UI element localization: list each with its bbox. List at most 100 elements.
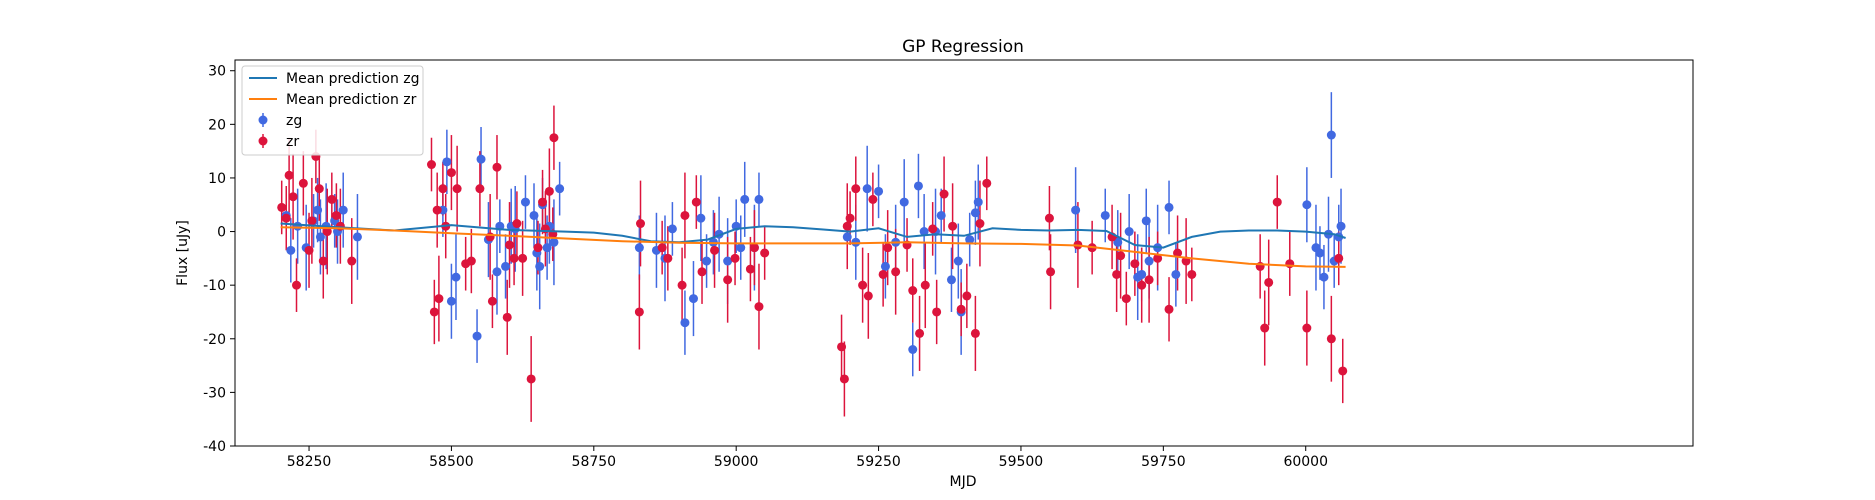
point-zg xyxy=(880,261,890,271)
point-zr xyxy=(939,189,949,199)
point-zr xyxy=(1144,275,1154,285)
point-zr xyxy=(858,280,868,290)
point-zr xyxy=(863,291,873,301)
point-zr xyxy=(1121,294,1131,304)
point-zg xyxy=(913,181,923,191)
point-zr xyxy=(347,256,357,266)
point-zr xyxy=(327,194,337,204)
point-zr xyxy=(920,280,930,290)
point-zr xyxy=(281,213,291,223)
point-zr xyxy=(891,267,901,277)
mean-line-zr xyxy=(280,226,1346,268)
point-zg xyxy=(953,256,963,266)
point-zg xyxy=(492,267,502,277)
y-axis-label: Flux [uJy] xyxy=(175,220,191,286)
point-zr xyxy=(663,253,673,263)
point-zr xyxy=(956,304,966,314)
point-zg xyxy=(338,205,348,215)
legend-swatch-zg-marker xyxy=(258,115,268,125)
point-zr xyxy=(1187,269,1197,279)
point-zr xyxy=(492,162,502,172)
point-zr xyxy=(837,342,847,352)
point-zr xyxy=(544,186,554,196)
point-zr xyxy=(948,221,958,231)
point-zr xyxy=(1116,251,1126,261)
legend-box xyxy=(241,65,424,156)
point-zr xyxy=(1046,267,1056,277)
point-zg xyxy=(736,243,746,253)
point-zg xyxy=(908,345,918,354)
x-tick-label: 59750 xyxy=(1141,454,1186,470)
point-zg xyxy=(919,227,929,237)
point-zr xyxy=(883,243,893,253)
point-zr xyxy=(723,275,733,285)
point-zr xyxy=(432,205,442,215)
point-zr xyxy=(277,202,287,212)
point-zg xyxy=(549,237,559,247)
point-zr xyxy=(452,184,462,194)
y-tick-label: 10 xyxy=(208,171,226,187)
point-zr xyxy=(1334,253,1344,263)
y-tick-label: -40 xyxy=(203,439,226,455)
point-zr xyxy=(1285,259,1295,269)
legend-swatch-zr-marker xyxy=(258,136,268,146)
point-zr xyxy=(505,240,515,250)
point-zr xyxy=(842,221,852,231)
point-zr xyxy=(438,184,448,194)
point-zg xyxy=(936,210,946,220)
point-zr xyxy=(1130,259,1140,269)
x-axis-label: MJD xyxy=(950,474,977,490)
point-zr xyxy=(754,302,764,312)
y-axis: -40 -30 -20 -10 0 10 20 30 xyxy=(203,64,235,455)
point-zr xyxy=(304,245,314,255)
point-zr xyxy=(745,264,755,274)
point-zr xyxy=(915,328,925,338)
point-zr xyxy=(1173,248,1183,258)
x-tick-label: 58500 xyxy=(429,454,474,470)
point-zg xyxy=(1326,130,1336,140)
point-zr xyxy=(677,280,687,290)
point-zr xyxy=(975,219,985,229)
point-zg xyxy=(1315,248,1325,258)
point-zr xyxy=(288,192,298,202)
point-zr xyxy=(318,256,328,266)
point-zr xyxy=(749,243,759,253)
point-zg xyxy=(965,235,975,245)
plot-area xyxy=(277,92,1348,422)
point-zr xyxy=(429,307,439,317)
point-zr xyxy=(839,374,849,384)
point-zg xyxy=(476,154,486,164)
point-zr xyxy=(634,307,644,317)
x-tick-label: 59250 xyxy=(856,454,901,470)
point-zr xyxy=(710,245,720,255)
point-zg xyxy=(874,186,884,196)
point-zr xyxy=(878,269,888,279)
point-zg xyxy=(723,256,733,266)
chart-title: GP Regression xyxy=(902,37,1024,57)
point-zg xyxy=(1171,269,1181,279)
point-zg xyxy=(501,261,511,271)
point-zr xyxy=(760,248,770,258)
point-zg xyxy=(851,237,861,247)
point-zg xyxy=(680,318,690,328)
point-zr xyxy=(691,197,701,207)
point-zg xyxy=(529,210,539,220)
point-zg xyxy=(973,197,983,207)
point-zg xyxy=(667,224,677,234)
point-zg xyxy=(520,197,530,207)
point-zr xyxy=(1272,197,1282,207)
point-zg xyxy=(1141,216,1151,226)
x-tick-label: 58750 xyxy=(572,454,617,470)
point-zg xyxy=(1100,210,1110,220)
point-zr xyxy=(1264,277,1274,287)
point-zg xyxy=(688,294,698,304)
point-zr xyxy=(962,291,972,301)
point-zr xyxy=(426,160,436,170)
point-zr xyxy=(314,184,324,194)
point-zr xyxy=(526,374,536,384)
point-zg xyxy=(702,256,712,266)
point-zg xyxy=(315,232,325,242)
point-zr xyxy=(1137,280,1147,290)
point-zg xyxy=(442,157,452,167)
x-tick-label: 59000 xyxy=(714,454,759,470)
